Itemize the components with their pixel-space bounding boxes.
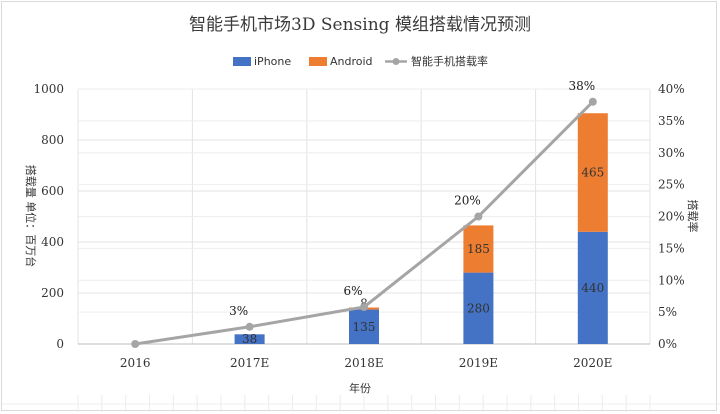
rate-point xyxy=(360,303,368,312)
legend-label-iphone: iPhone xyxy=(254,55,291,68)
rate-label: 6% xyxy=(343,284,362,298)
bar-iphone xyxy=(577,231,608,344)
y2-tick-label: 25% xyxy=(658,178,685,192)
y2-tick-label: 5% xyxy=(658,305,677,319)
rate-label: 3% xyxy=(229,304,248,318)
y-tick-label: 1000 xyxy=(33,82,64,96)
y2-tick-label: 0% xyxy=(658,337,677,351)
legend-label-rate: 智能手机搭载率 xyxy=(411,54,488,68)
x-tick-label: 2019E xyxy=(459,356,498,370)
y-axis-ticks: 0 200 400 600 800 1000 xyxy=(33,82,64,351)
bar-label-iphone: 280 xyxy=(467,301,490,315)
y2-axis-ticks: 0% 5% 10% 15% 20% 25% 30% 35% 40% xyxy=(658,82,685,351)
y2-axis-title: 搭载率 xyxy=(686,200,700,233)
y2-tick-label: 15% xyxy=(658,241,685,255)
legend-label-android: Android xyxy=(330,55,373,68)
bar-iphone xyxy=(463,272,494,344)
bar-iphone xyxy=(234,334,265,344)
legend-swatch-iphone xyxy=(233,57,251,66)
y-tick-label: 600 xyxy=(41,184,64,198)
legend-swatch-android xyxy=(309,57,327,66)
rate-point xyxy=(588,97,597,106)
y2-tick-label: 10% xyxy=(658,273,685,287)
x-axis-title: 年份 xyxy=(349,381,371,395)
bar-label-iphone: 440 xyxy=(581,281,604,295)
chart-title: 智能手机市场3D Sensing 模组搭载情况预测 xyxy=(189,15,531,35)
bar-android xyxy=(463,225,494,273)
y-tick-label: 400 xyxy=(41,235,64,249)
x-tick-label: 2020E xyxy=(573,356,612,370)
gridlines xyxy=(0,88,720,412)
y-axis-title: 搭载量 单位：百万台 xyxy=(24,165,38,268)
y2-tick-label: 40% xyxy=(658,82,685,96)
x-tick-label: 2018E xyxy=(344,356,383,370)
bars: 381358280185440465 xyxy=(234,113,608,346)
rate-point xyxy=(131,340,140,348)
y-tick-label: 0 xyxy=(56,337,64,351)
bar-label-iphone: 38 xyxy=(242,332,257,346)
bar-iphone xyxy=(349,309,379,344)
y-tick-label: 200 xyxy=(41,286,64,300)
rate-label: 20% xyxy=(454,194,481,208)
y2-tick-label: 20% xyxy=(658,210,685,224)
rate-label: 38% xyxy=(568,79,595,93)
y-tick-label: 800 xyxy=(41,133,64,147)
bar-label-iphone: 135 xyxy=(353,320,376,334)
x-tick-label: 2016 xyxy=(120,356,151,370)
rate-point xyxy=(474,212,483,221)
rate-point xyxy=(245,322,254,331)
y2-tick-label: 30% xyxy=(658,146,685,160)
y2-tick-label: 35% xyxy=(658,114,685,128)
legend: iPhone Android 智能手机搭载率 xyxy=(233,54,488,68)
rate-line: 3% 6% 20% 38% xyxy=(131,79,597,348)
bar-label-android: 465 xyxy=(581,166,604,180)
x-axis-ticks: 2016 2017E 2018E 2019E 2020E xyxy=(120,356,613,370)
legend-marker-rate xyxy=(392,58,400,65)
bar-android xyxy=(577,113,608,232)
x-tick-label: 2017E xyxy=(230,356,269,370)
bar-label-android: 185 xyxy=(467,242,490,256)
